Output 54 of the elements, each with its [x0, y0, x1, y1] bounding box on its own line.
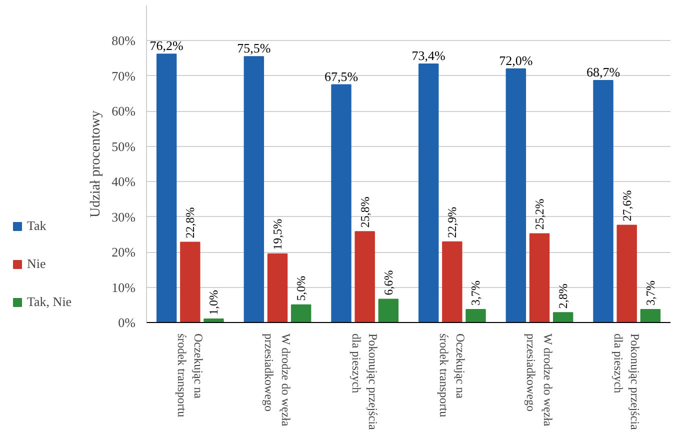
bar	[640, 308, 661, 322]
bar	[354, 231, 375, 322]
y-tick-label: 70%	[112, 68, 136, 84]
bar	[290, 304, 312, 322]
y-tick-label: 40%	[112, 174, 136, 190]
legend-label: Tak, Nie	[27, 294, 72, 310]
bar	[466, 308, 486, 322]
x-tick-label: Oczekując na środek transportu	[436, 334, 468, 418]
data-label: 25,2%	[532, 198, 546, 230]
data-label: 25,8%	[358, 196, 372, 228]
data-label: 19,5%	[270, 218, 284, 250]
bar	[529, 233, 550, 322]
data-label: 22,9%	[445, 206, 460, 238]
y-tick-label: 80%	[112, 33, 136, 48]
data-label: 27,6%	[620, 190, 634, 222]
bar	[616, 224, 637, 322]
legend-label: Nie	[27, 256, 47, 272]
y-tick-label: 0%	[118, 315, 136, 330]
x-tick-label: Pokonując przejścia dla pieszych	[349, 334, 380, 430]
data-label: 68,7%	[586, 64, 620, 80]
y-axis-title: Udział procentowy	[88, 110, 104, 218]
x-tick-label: Oczekując na środek transportu	[174, 334, 206, 418]
data-label: 6,6%	[381, 270, 396, 296]
data-label: 3,7%	[643, 280, 658, 306]
bar	[267, 253, 288, 322]
bar	[244, 56, 264, 322]
y-tick-label: 30%	[112, 209, 136, 224]
y-tick-label: 50%	[112, 138, 136, 154]
bar	[552, 312, 574, 322]
data-label: 75,5%	[237, 40, 271, 56]
data-label: 1,0%	[206, 290, 221, 315]
bar	[331, 84, 352, 322]
data-label: 73,4%	[412, 48, 446, 63]
y-tick-label: 20%	[112, 244, 136, 260]
data-label: 5,0%	[294, 276, 308, 301]
bar	[378, 298, 399, 322]
data-label: 3,7%	[468, 280, 483, 306]
data-label: 72,0%	[499, 52, 533, 68]
bar	[442, 241, 462, 322]
legend-label: Tak	[27, 218, 47, 234]
x-tick-label: Pokonując przejścia dla pieszych	[611, 334, 642, 430]
y-tick-label: 60%	[112, 104, 136, 119]
bar	[180, 242, 200, 322]
data-label: 76,2%	[150, 38, 184, 54]
bar	[506, 68, 526, 322]
data-label: 67,5%	[324, 68, 358, 84]
bar	[156, 54, 177, 322]
data-label: 2,8%	[556, 284, 570, 309]
x-tick-label: W drodze do węzła przesiadkowego	[524, 334, 555, 427]
data-label: 22,8%	[183, 207, 198, 238]
x-tick-label: W drodze do węzła przesiadkowego	[262, 334, 293, 427]
bar	[593, 80, 614, 322]
y-tick-label: 10%	[112, 280, 136, 295]
bar	[418, 63, 439, 322]
